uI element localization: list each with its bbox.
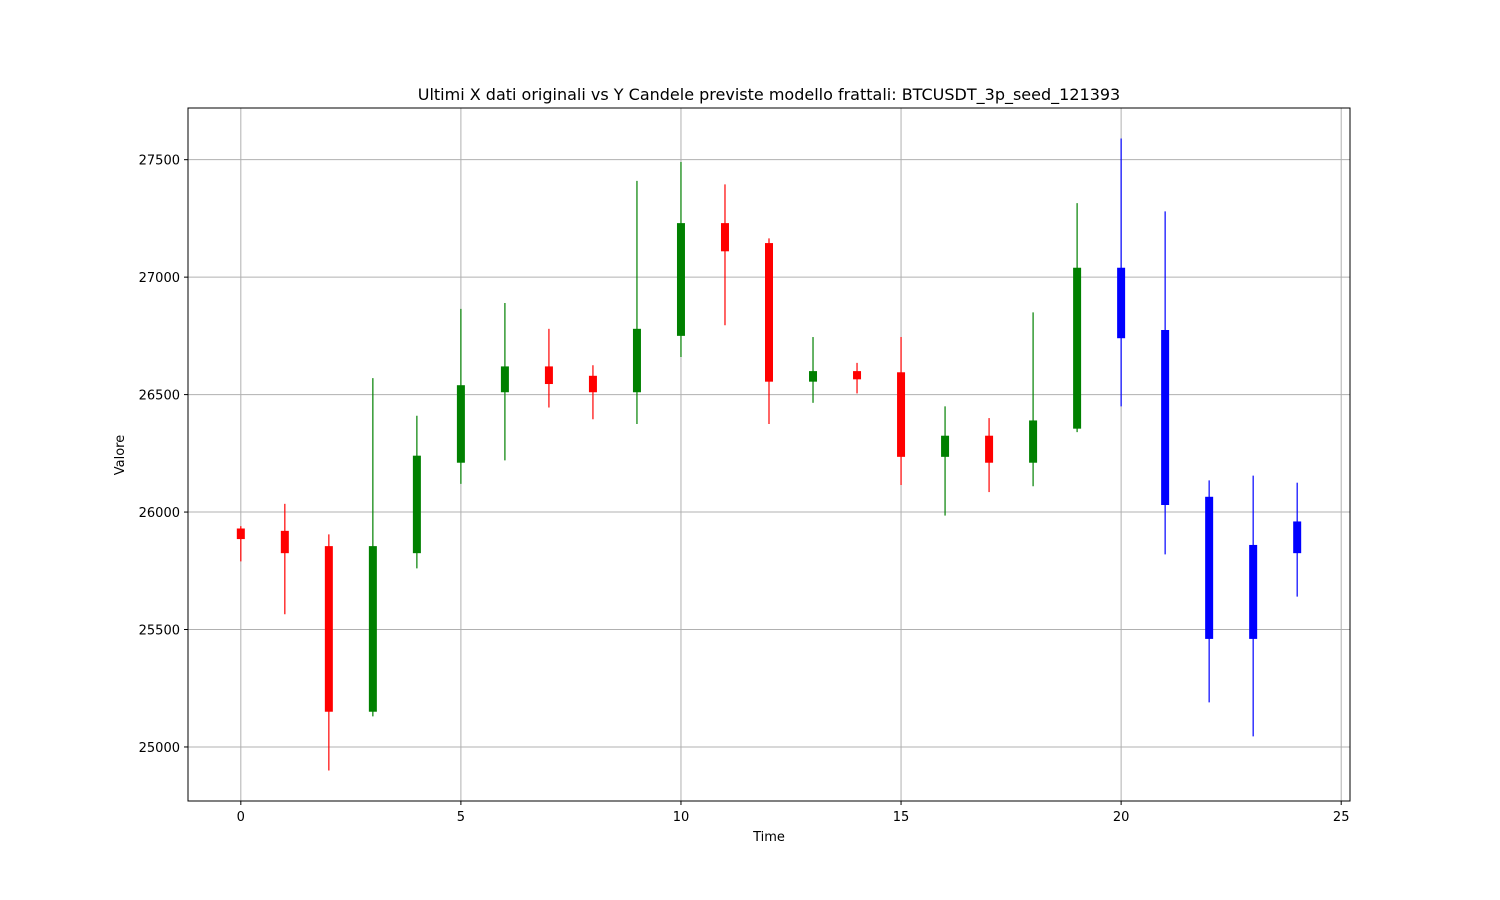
candle-12: [765, 238, 773, 424]
candle-body: [897, 372, 906, 457]
y-tick-label: 25500: [139, 624, 180, 639]
candle-11: [720, 184, 729, 326]
candle-body: [280, 530, 289, 554]
x-tick-label: 25: [1333, 810, 1350, 825]
y-tick-label: 25000: [139, 741, 180, 756]
candle-5: [456, 308, 465, 484]
y-tick-label: 26500: [139, 389, 180, 404]
candle-body: [1029, 420, 1038, 463]
x-tick-label: 15: [893, 810, 910, 825]
candle-body: [1161, 329, 1170, 506]
candle-body: [588, 375, 597, 393]
candles: [236, 138, 1302, 771]
candle-0: [236, 526, 245, 562]
candle-6: [500, 302, 509, 461]
candle-body: [1249, 544, 1258, 639]
axis-ticks: 0 5 10 15 20 25 25000 25500 26000 26500 27000 27500: [139, 154, 1350, 825]
chart-title: Ultimi X dati originali vs Y Candele pre…: [418, 85, 1120, 105]
x-tick-label: 0: [237, 810, 245, 825]
candle-3: [368, 378, 377, 717]
candle-body: [985, 435, 994, 463]
candle-body: [544, 366, 553, 385]
candle-body: [456, 385, 465, 463]
candle-9: [632, 180, 641, 424]
candle-body: [941, 435, 950, 457]
candle-body: [809, 371, 818, 382]
candle-body: [765, 243, 773, 382]
candle-body: [500, 366, 509, 393]
y-tick-label: 27500: [139, 154, 180, 169]
candle-body: [1073, 267, 1082, 429]
candle-15: [897, 337, 906, 486]
candle-body: [720, 223, 729, 252]
candle-1: [280, 503, 289, 615]
plot-frame: [187, 107, 1351, 802]
x-tick-label: 5: [457, 810, 465, 825]
y-tick-label: 27000: [139, 271, 180, 286]
candle-18: [1029, 312, 1038, 487]
candle-10: [676, 162, 685, 358]
candle-23: [1249, 475, 1258, 737]
candle-7: [544, 328, 553, 408]
candle-16: [941, 406, 950, 516]
candle-body: [853, 371, 862, 380]
candle-2: [324, 534, 333, 771]
candle-20: [1117, 138, 1126, 407]
x-tick-label: 20: [1113, 810, 1130, 825]
candle-body: [676, 223, 685, 336]
candle-body: [368, 546, 377, 712]
candle-body: [1205, 496, 1214, 639]
candle-body: [1117, 267, 1126, 339]
candle-13: [809, 337, 818, 403]
candle-24: [1293, 482, 1302, 597]
candle-body: [632, 328, 641, 393]
candle-21: [1161, 211, 1170, 555]
x-axis-label: Time: [752, 830, 785, 845]
candle-22: [1205, 480, 1214, 703]
candle-body: [324, 546, 333, 712]
candle-4: [412, 415, 421, 569]
candle-body: [1293, 521, 1302, 554]
candle-body: [236, 528, 245, 540]
candle-8: [588, 365, 597, 420]
candle-19: [1073, 203, 1082, 433]
x-tick-label: 10: [673, 810, 690, 825]
candle-17: [985, 418, 994, 493]
y-tick-label: 26000: [139, 506, 180, 521]
y-axis-label: Valore: [113, 435, 128, 475]
candle-14: [853, 362, 862, 394]
candle-body: [412, 455, 421, 554]
